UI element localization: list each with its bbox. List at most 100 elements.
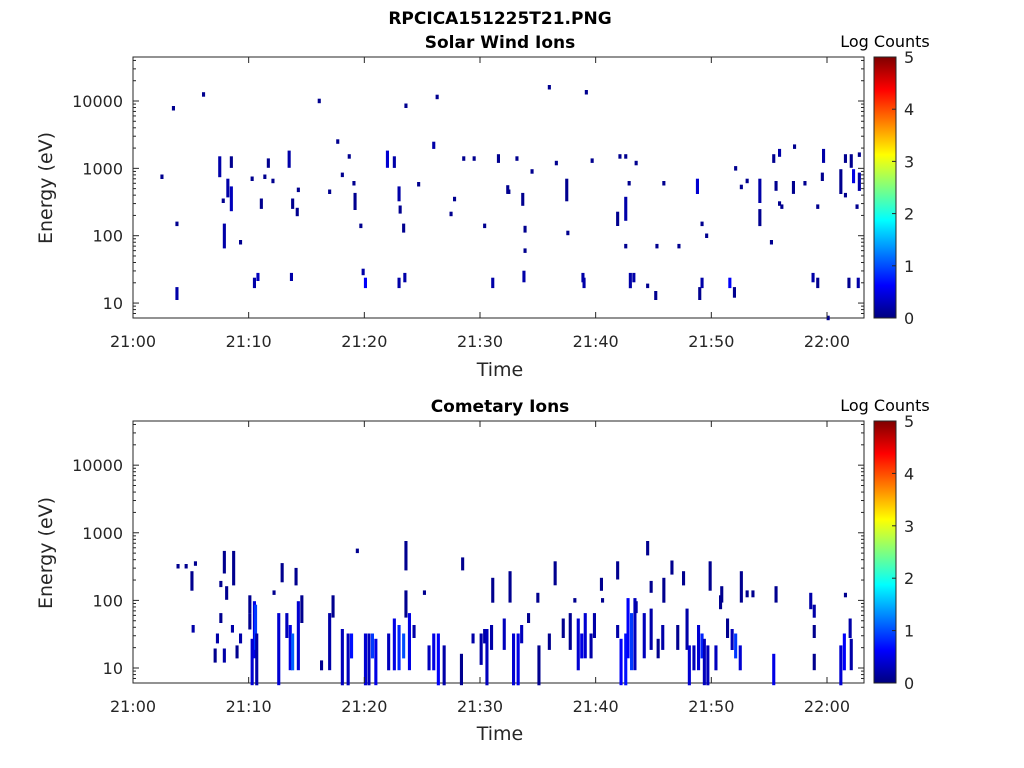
spectrogram-cell (398, 205, 402, 214)
spectrogram-cell (427, 645, 431, 671)
x-tick-label: 22:00 (804, 697, 850, 716)
spectrogram-cell (632, 272, 636, 283)
spectrogram-cell (566, 230, 570, 236)
spectrogram-cell (239, 633, 243, 644)
spectrogram-cell (317, 98, 321, 104)
spectrogram-cell (259, 198, 263, 209)
spectrogram-cell (295, 207, 299, 217)
spectrogram-cell (852, 169, 856, 184)
spectrogram-cell (255, 633, 259, 686)
colorbar-tick-label: 0 (904, 674, 914, 693)
spectrogram-cell (254, 604, 258, 650)
spectrogram-cell (822, 148, 826, 163)
solar-wind-y-label: Energy (eV) (35, 132, 57, 244)
spectrogram-cell (530, 169, 534, 174)
spectrogram-cell (350, 633, 354, 659)
spectrogram-cell (702, 638, 706, 686)
spectrogram-cell (353, 192, 357, 210)
spectrogram-cell (839, 645, 843, 686)
spectrogram-cell (697, 625, 701, 671)
spectrogram-cell (857, 172, 861, 191)
spectrogram-cell (700, 221, 704, 227)
spectrogram-cell (491, 277, 495, 289)
cometary-y-ticks: 10 100 1000 10000 (72, 423, 864, 684)
x-tick-label: 21:30 (457, 332, 503, 351)
spectrogram-cell (320, 660, 324, 671)
spectrogram-cell (263, 174, 267, 179)
x-tick-label: 21:00 (110, 332, 156, 351)
spectrogram-cell (791, 181, 795, 194)
spectrogram-cell (287, 150, 291, 168)
x-tick-label: 21:50 (688, 697, 734, 716)
spectrogram-cell (708, 561, 712, 591)
spectrogram-cell (580, 633, 584, 659)
spectrogram-cell (739, 184, 743, 190)
spectrogram-cell (219, 580, 223, 588)
spectrogram-cell (849, 638, 853, 671)
spectrogram-cell (403, 272, 407, 283)
spectrogram-cell (402, 633, 406, 659)
spectrogram-cell (527, 613, 531, 623)
spectrogram-cell (573, 598, 577, 603)
colorbar-tick-label: 1 (904, 622, 914, 641)
spectrogram-cell (849, 154, 853, 168)
spectrogram-cell (547, 85, 551, 90)
spectrogram-cell (687, 645, 691, 686)
spectrogram-cell (726, 618, 730, 638)
spectrogram-cell (417, 182, 421, 187)
spectrogram-cell (215, 633, 219, 644)
spectrogram-cell (222, 223, 226, 249)
spectrogram-cell (340, 172, 344, 178)
spectrogram-cell (772, 653, 776, 686)
spectrogram-cell (407, 613, 411, 671)
spectrogram-cell (523, 248, 527, 253)
spectrogram-cell (618, 154, 622, 159)
spectrogram-cell (453, 196, 457, 202)
spectrogram-cell (855, 204, 859, 209)
spectrogram-cell (328, 189, 332, 194)
spectrogram-cell (599, 577, 603, 591)
spectrogram-cell (816, 277, 820, 289)
spectrogram-cell (277, 613, 281, 686)
spectrogram-cell (355, 548, 359, 554)
spectrogram-cell (239, 240, 243, 245)
colorbar-tick-label: 4 (904, 100, 914, 119)
spectrogram-cell (655, 243, 659, 249)
spectrogram-cell (568, 613, 572, 650)
y-tick-label: 10000 (72, 456, 123, 475)
colorbar-tick-label: 3 (904, 152, 914, 171)
spectrogram-cell (662, 577, 666, 603)
y-tick-label: 100 (92, 227, 123, 246)
spectrogram-cell (682, 571, 686, 586)
spectrogram-cell (442, 645, 446, 686)
x-tick-label: 21:40 (573, 332, 619, 351)
spectrogram-cell (685, 608, 689, 650)
y-tick-label: 1000 (82, 159, 123, 178)
spectrogram-cell (816, 204, 820, 209)
spectrogram-cell (698, 287, 702, 300)
spectrogram-cell (225, 586, 229, 600)
colorbar-gradient (873, 56, 897, 319)
spectrogram-cell (589, 633, 593, 659)
x-tick-label: 21:50 (688, 332, 734, 351)
spectrogram-cell (250, 638, 254, 686)
spectrogram-cell (347, 154, 351, 159)
spectrogram-cell (646, 541, 650, 556)
spectrogram-cell (812, 653, 816, 671)
spectrogram-cell (732, 287, 736, 298)
spectrogram-cell (507, 189, 511, 194)
spectrogram-cell (843, 154, 847, 163)
x-tick-label: 21:30 (457, 697, 503, 716)
spectrogram-cell (561, 618, 565, 638)
spectrogram-cell (521, 192, 525, 206)
spectrogram-cell (626, 598, 630, 659)
spectrogram-cell (774, 586, 778, 603)
colorbar-tick-label: 1 (904, 257, 914, 276)
solar-wind-colorbar-label: Log Counts (840, 32, 930, 51)
spectrogram-cell (536, 592, 540, 603)
spectrogram-cell (219, 613, 223, 623)
spectrogram-cell (769, 240, 773, 245)
spectrogram-cell (294, 567, 298, 586)
spectrogram-cell (670, 560, 674, 575)
